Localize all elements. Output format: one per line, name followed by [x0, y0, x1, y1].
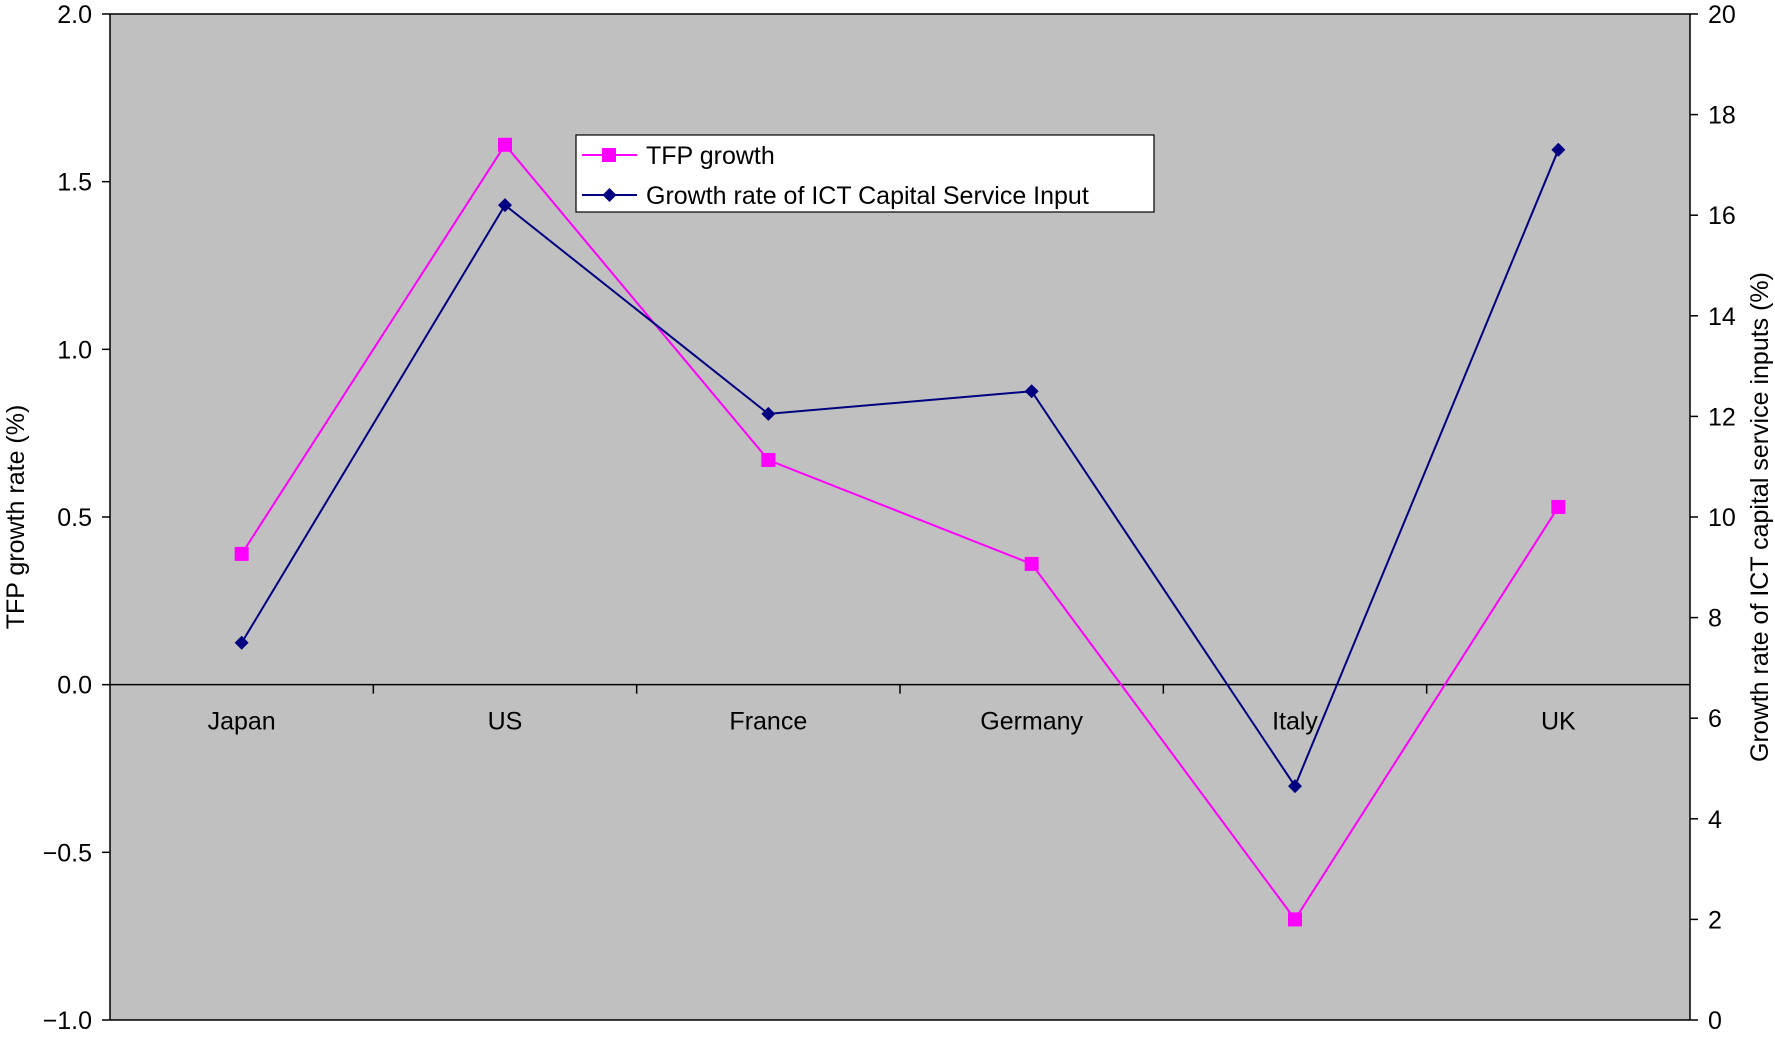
left-axis: −1.0 −0.5 0.0 0.5 1.0 1.5 2.0	[43, 1, 110, 1035]
left-axis-title: TFP growth rate (%)	[2, 405, 30, 630]
data-point-square	[1024, 556, 1039, 571]
right-tick-label: 6	[1708, 705, 1722, 733]
series-0	[234, 137, 1566, 927]
series-line	[240, 143, 1560, 922]
left-tick-label: −0.5	[43, 839, 92, 867]
right-tick-label: 10	[1708, 504, 1736, 532]
category-axis: Japan US France Germany Italy UK	[208, 708, 1576, 736]
right-tick-label: 14	[1708, 303, 1736, 331]
category-label: UK	[1541, 708, 1576, 736]
series-1	[234, 142, 1566, 794]
legend-marker-square-icon	[602, 148, 616, 162]
right-tick-label: 18	[1708, 102, 1736, 130]
data-point-diamond	[498, 198, 512, 213]
data-point-square	[234, 546, 249, 561]
legend-label-tfp-growth: TFP growth	[646, 142, 775, 170]
legend-item-ict-capital: Growth rate of ICT Capital Service Input	[582, 182, 1089, 210]
legend-label-ict-capital: Growth rate of ICT Capital Service Input	[646, 182, 1089, 210]
left-tick-label: 2.0	[57, 1, 92, 29]
category-label: Germany	[980, 708, 1083, 736]
right-axis: 0 2 4 6 8 10 12 14 16 18 20	[1690, 1, 1736, 1035]
right-tick-label: 16	[1708, 202, 1736, 230]
right-tick-label: 4	[1708, 806, 1722, 834]
zero-line-layer	[110, 683, 1690, 694]
right-axis-title: Growth rate of ICT capital service input…	[1746, 272, 1774, 762]
legend: TFP growth Growth rate of ICT Capital Se…	[575, 134, 1155, 213]
category-label: US	[488, 708, 523, 736]
right-tick-label: 8	[1708, 605, 1722, 633]
legend-item-tfp-growth: TFP growth	[582, 142, 775, 170]
category-label: Italy	[1272, 708, 1318, 736]
left-tick-label: 0.5	[57, 504, 92, 532]
data-point-square	[1288, 912, 1302, 927]
left-tick-label: 1.5	[57, 169, 92, 197]
data-point-diamond	[1024, 384, 1039, 399]
right-tick-label: 20	[1708, 1, 1736, 29]
legend-marker-diamond-icon	[602, 188, 617, 202]
category-label: Japan	[208, 708, 276, 736]
data-point-diamond	[1551, 142, 1566, 157]
left-tick-label: −1.0	[43, 1007, 92, 1035]
legend-box	[575, 134, 1155, 213]
right-tick-label: 2	[1708, 906, 1722, 934]
data-point-diamond	[1288, 779, 1302, 794]
data-point-square	[498, 137, 512, 152]
data-point-square	[1551, 499, 1566, 514]
data-point-diamond	[234, 635, 249, 650]
left-tick-label: 0.0	[57, 672, 92, 700]
series-line	[240, 149, 1560, 789]
category-label: France	[729, 708, 807, 736]
data-point-diamond	[761, 406, 776, 421]
right-tick-label: 12	[1708, 403, 1736, 431]
data-point-square	[761, 452, 776, 467]
right-tick-label: 0	[1708, 1007, 1722, 1035]
left-tick-label: 1.0	[57, 336, 92, 364]
series-layer	[234, 137, 1566, 927]
